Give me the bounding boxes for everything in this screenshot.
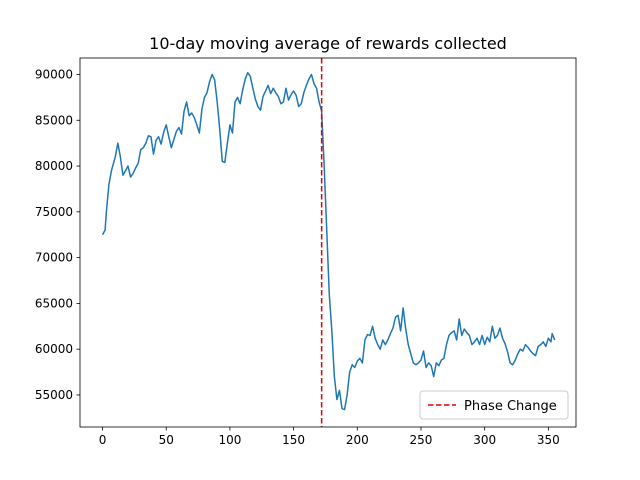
legend-label: Phase Change (464, 399, 557, 414)
y-tick-label: 60000 (35, 342, 73, 356)
x-tick-label: 100 (218, 433, 241, 447)
x-tick-label: 200 (346, 433, 369, 447)
series-line-0 (101, 71, 556, 411)
plot-area: 0 50 100 150 200 250 300 350 55000 60000 65000 7000… (35, 57, 577, 447)
y-tick-label: 70000 (35, 251, 73, 265)
x-tick-label: 150 (282, 433, 305, 447)
y-tick-label: 90000 (35, 67, 73, 81)
chart-title: 10-day moving average of rewards collect… (149, 34, 507, 53)
y-tick-label: 65000 (35, 296, 73, 310)
axes-frame (79, 57, 577, 428)
y-tick-label: 75000 (35, 205, 73, 219)
x-tick-label: 0 (99, 433, 107, 447)
x-tick-label: 350 (537, 433, 560, 447)
y-tick-label: 55000 (35, 388, 73, 402)
y-tick-label: 80000 (35, 159, 73, 173)
y-tick-label: 85000 (35, 113, 73, 127)
legend-box (419, 390, 569, 420)
x-tick-label: 50 (159, 433, 174, 447)
x-tick-label: 250 (410, 433, 433, 447)
x-tick-label: 300 (473, 433, 496, 447)
